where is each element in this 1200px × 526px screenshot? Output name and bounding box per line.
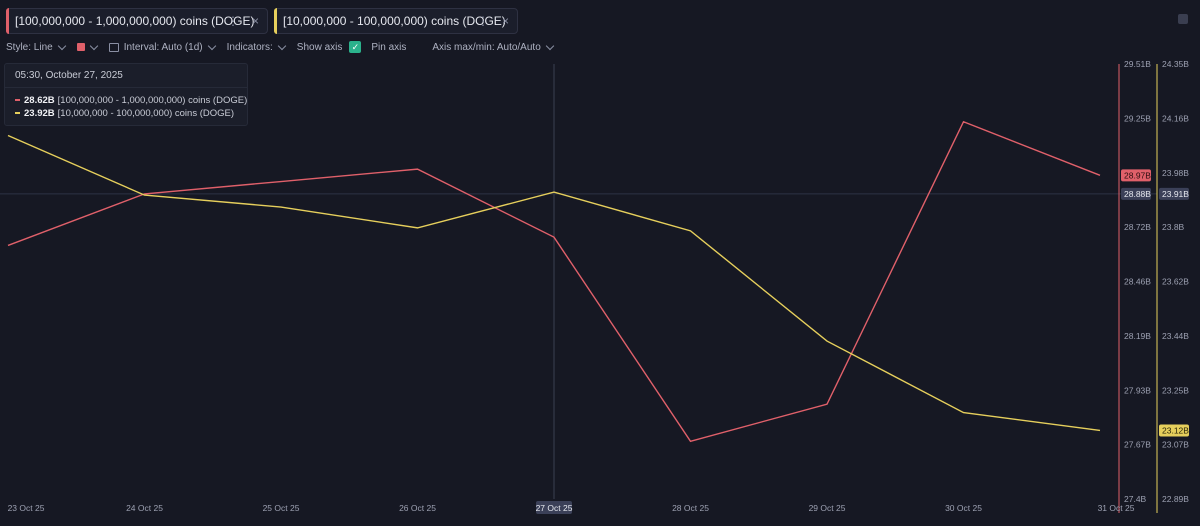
style-label: Style: Line bbox=[6, 41, 53, 53]
legend-value: 28.62B bbox=[24, 95, 55, 106]
series-tab-label: [100,000,000 - 1,000,000,000) coins (DOG… bbox=[15, 14, 255, 28]
legend-divider bbox=[5, 87, 247, 88]
series-tabs: [100,000,000 - 1,000,000,000) coins (DOG… bbox=[0, 0, 1200, 40]
y-right-tick-label: 23.07B bbox=[1162, 440, 1189, 450]
x-crosshair-tag bbox=[536, 501, 572, 514]
y-right-tick-label: 23.62B bbox=[1162, 277, 1189, 287]
x-tick-label: 26 Oct 25 bbox=[399, 503, 436, 513]
y-left-tick-label: 28.72B bbox=[1124, 222, 1151, 232]
pin-axis-label: Pin axis bbox=[371, 41, 407, 53]
x-tick-label: 25 Oct 25 bbox=[263, 503, 300, 513]
series-tab-label: [10,000,000 - 100,000,000) coins (DOGE) bbox=[283, 14, 506, 28]
y-left-tick-label: 29.51B bbox=[1124, 59, 1151, 69]
more-options-icon[interactable]: ⋮ bbox=[227, 14, 239, 28]
legend-row-series-2: 23.92B [10,000,000 - 100,000,000) coins (… bbox=[15, 108, 234, 119]
y-right-tick-label: 23.44B bbox=[1162, 331, 1189, 341]
y-left-tick-label: 27.67B bbox=[1124, 440, 1151, 450]
close-icon[interactable]: × bbox=[501, 14, 509, 28]
right-last-value-badge: 23.12B bbox=[1162, 425, 1189, 435]
y-left-tick-label: 29.25B bbox=[1124, 113, 1151, 123]
legend-series-name: [10,000,000 - 100,000,000) coins (DOGE) bbox=[57, 108, 235, 119]
more-options-icon[interactable]: ⋮ bbox=[477, 14, 489, 28]
indicators-dropdown[interactable]: Indicators: bbox=[226, 41, 287, 53]
series-1-dash bbox=[15, 99, 20, 102]
x-tick-label: 29 Oct 25 bbox=[809, 503, 846, 513]
legend-value: 23.92B bbox=[24, 108, 55, 119]
x-tick-label: 27 Oct 25 bbox=[536, 503, 573, 513]
panel-toggle-button[interactable] bbox=[1178, 14, 1188, 24]
x-tick-label: 30 Oct 25 bbox=[945, 503, 982, 513]
y-right-tick-label: 23.25B bbox=[1162, 385, 1189, 395]
series-line-2 bbox=[7, 134, 1101, 432]
right-crosshair-value-badge: 23.91B bbox=[1162, 189, 1189, 199]
y-right-tick-label: 24.16B bbox=[1162, 113, 1189, 123]
legend-series-name: [100,000,000 - 1,000,000,000) coins (DOG… bbox=[57, 95, 248, 106]
series-tab-2[interactable]: [10,000,000 - 100,000,000) coins (DOGE) … bbox=[274, 8, 518, 34]
y-left-tick-label: 28.46B bbox=[1124, 277, 1151, 287]
x-tick-label: 28 Oct 25 bbox=[672, 503, 709, 513]
x-tick-label: 24 Oct 25 bbox=[126, 503, 163, 513]
indicators-label: Indicators: bbox=[226, 41, 273, 53]
legend-row-series-1: 28.62B [100,000,000 - 1,000,000,000) coin… bbox=[15, 95, 247, 106]
color-picker[interactable] bbox=[76, 41, 99, 52]
pin-axis-toggle[interactable]: Pin axis bbox=[371, 42, 406, 53]
series-tab-1[interactable]: [100,000,000 - 1,000,000,000) coins (DOG… bbox=[6, 8, 268, 34]
calendar-icon bbox=[108, 42, 119, 52]
left-last-value-badge: 28.97B bbox=[1124, 170, 1151, 180]
close-icon[interactable]: × bbox=[251, 14, 259, 28]
y-left-tick-label: 27.93B bbox=[1124, 385, 1151, 395]
series-color-stripe bbox=[6, 8, 9, 34]
interval-label: Interval: Auto (1d) bbox=[123, 41, 203, 53]
x-tick-label: 23 Oct 25 bbox=[8, 503, 45, 513]
interval-dropdown[interactable]: Interval: Auto (1d) bbox=[108, 41, 217, 53]
y-left-tick-label: 28.19B bbox=[1124, 331, 1151, 341]
crosshair-legend: 05:30, October 27, 2025 28.62B [100,000,0… bbox=[4, 63, 248, 126]
right-crosshair-value-badge-bg bbox=[1159, 187, 1189, 200]
series-line-1 bbox=[7, 120, 1101, 443]
show-axis-toggle[interactable]: Show axis ✓ bbox=[297, 41, 362, 53]
y-left-tick-label: 27.4B bbox=[1124, 494, 1147, 504]
y-right-tick-label: 22.89B bbox=[1162, 494, 1189, 504]
chart-toolbar: Style: Line Interval: Auto (1d) Indicato… bbox=[6, 40, 565, 54]
x-tick-label: 31 Oct 25 bbox=[1098, 503, 1135, 513]
series-2-dash bbox=[15, 112, 20, 115]
y-right-tick-label: 23.8B bbox=[1162, 222, 1185, 232]
right-last-value-badge-bg bbox=[1159, 424, 1189, 437]
legend-date: 05:30, October 27, 2025 bbox=[15, 70, 123, 81]
y-right-tick-label: 24.35B bbox=[1162, 59, 1189, 69]
style-dropdown[interactable]: Style: Line bbox=[6, 41, 67, 53]
show-axis-checkbox[interactable]: ✓ bbox=[349, 41, 362, 53]
series-color-stripe bbox=[274, 8, 277, 34]
axis-minmax-label: Axis max/min: Auto/Auto bbox=[432, 41, 541, 53]
show-axis-label: Show axis bbox=[296, 41, 343, 53]
left-crosshair-value-badge: 28.88B bbox=[1124, 189, 1151, 199]
left-last-value-badge-bg bbox=[1121, 169, 1151, 182]
color-swatch bbox=[76, 43, 85, 51]
left-crosshair-value-badge-bg bbox=[1121, 187, 1151, 200]
y-right-tick-label: 23.98B bbox=[1162, 168, 1189, 178]
axis-minmax-dropdown[interactable]: Axis max/min: Auto/Auto bbox=[432, 41, 555, 53]
